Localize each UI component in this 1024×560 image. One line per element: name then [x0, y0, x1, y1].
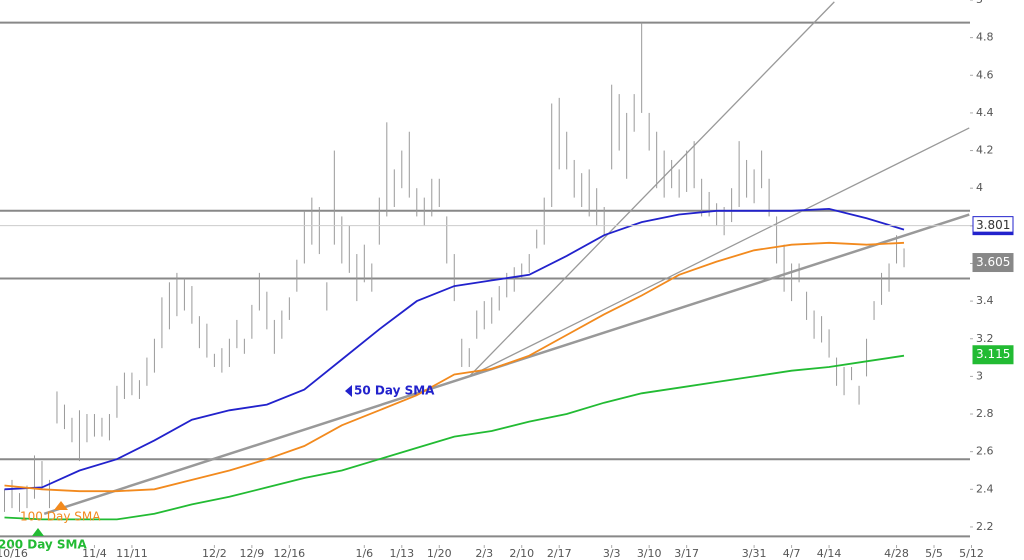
x-tick-label: 3/10: [637, 547, 662, 560]
x-tick-label: 3/31: [742, 547, 767, 560]
annotation: 100 Day SMA: [20, 510, 101, 524]
plot-area: [0, 1, 970, 538]
y-tick-label: 2.8: [976, 407, 994, 420]
price-tag-label: 3.605: [976, 255, 1010, 269]
x-tick-label: 4/7: [783, 547, 801, 560]
price-tag: [972, 345, 1014, 365]
y-tick-label: 4.8: [976, 31, 994, 44]
price-tag: [972, 253, 1014, 273]
x-tick-label: 4/14: [817, 547, 842, 560]
sma-line: [4, 207, 905, 491]
y-tick-label: 4: [976, 181, 983, 194]
annotation-arrow: [345, 385, 352, 397]
x-tick-label: 5/5: [925, 547, 943, 560]
x-tick-label: 4/28: [884, 547, 909, 560]
y-tick-label: 3: [976, 369, 983, 382]
y-tick-label: 4.2: [976, 144, 994, 157]
y-tick-label: 3.2: [976, 332, 994, 345]
y-tick-label: 2.6: [976, 445, 994, 458]
x-tick-label: 1/20: [427, 547, 452, 560]
y-tick-label: 2.2: [976, 520, 994, 533]
x-tick-label: 2/17: [547, 547, 572, 560]
sma-line: [4, 354, 905, 521]
y-tick-label: 2.4: [976, 482, 994, 495]
x-tick-label: 3/3: [603, 547, 621, 560]
x-tick-label: 10/16: [0, 547, 28, 560]
y-tick-label: 4.6: [976, 68, 994, 81]
x-tick-label: 12/9: [240, 547, 265, 560]
sma-line: [4, 241, 905, 493]
trend-line: [468, 1, 835, 377]
x-tick-label: 5/12: [959, 547, 984, 560]
y-tick-label: 4.4: [976, 106, 994, 119]
annotation-arrow: [54, 501, 68, 510]
x-tick-label: 2/10: [509, 547, 534, 560]
annotation-arrow: [32, 528, 44, 536]
x-tick-label: 2/3: [475, 547, 493, 560]
annotation: 200 Day SMA: [0, 538, 88, 552]
x-tick-label: 12/16: [273, 547, 305, 560]
x-tick-label: 11/4: [82, 547, 107, 560]
price-tag-label: 3.115: [976, 347, 1010, 361]
x-tick-label: 1/13: [389, 547, 414, 560]
x-tick-label: 3/17: [674, 547, 699, 560]
x-tick-label: 11/11: [116, 547, 148, 560]
x-tick-label: 12/2: [202, 547, 227, 560]
y-tick-label: 3.4: [976, 294, 994, 307]
y-tick-label: 5: [976, 0, 983, 6]
x-tick-label: 1/6: [355, 547, 373, 560]
price-tag-bar: [973, 231, 1013, 235]
price-tag-label: 3.801: [976, 218, 1010, 232]
trend-line: [468, 127, 970, 377]
annotation: 50 Day SMA: [354, 384, 435, 398]
